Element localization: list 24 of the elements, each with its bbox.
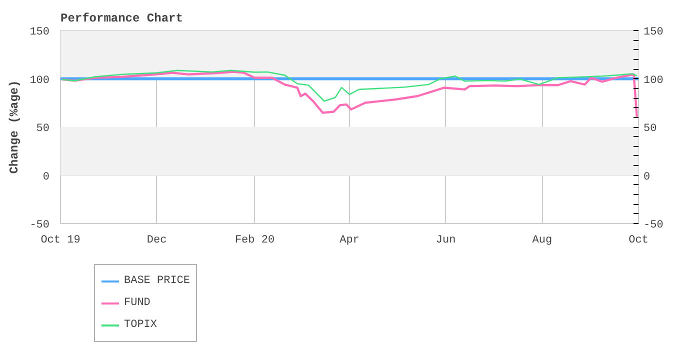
legend-label: FUND [124, 297, 150, 309]
line-series [60, 70, 638, 118]
legend-label: TOPIX [124, 319, 158, 331]
x-tick-label: Dec [146, 234, 167, 246]
y2-tick-label: 150 [644, 26, 664, 38]
line-series [61, 70, 638, 102]
y-tick-label: 50 [36, 123, 50, 135]
y-axis-title: Change (%age) [8, 80, 22, 174]
y2-tick-label: 50 [644, 123, 657, 135]
y-tick-label: 0 [42, 171, 50, 184]
legend-label: BASE PRICE [124, 275, 190, 287]
y-tick-label: 150 [30, 26, 50, 38]
x-tick-label: Aug [532, 234, 552, 246]
x-tick-label: Oct [628, 234, 648, 246]
y2-tick-label: 100 [644, 74, 664, 87]
y2-tick-label: 0 [644, 171, 650, 184]
x-tick-label: Feb 20 [234, 234, 275, 246]
y2-tick-label: -50 [644, 220, 664, 232]
y-tick-label: -50 [30, 220, 50, 232]
x-tick-label: Apr [340, 234, 360, 246]
x-tick-label: Oct 19 [40, 234, 80, 246]
chart-title: Performance Chart [60, 12, 183, 26]
y-tick-label: 100 [30, 74, 50, 87]
x-tick-label: Jun [436, 234, 456, 246]
